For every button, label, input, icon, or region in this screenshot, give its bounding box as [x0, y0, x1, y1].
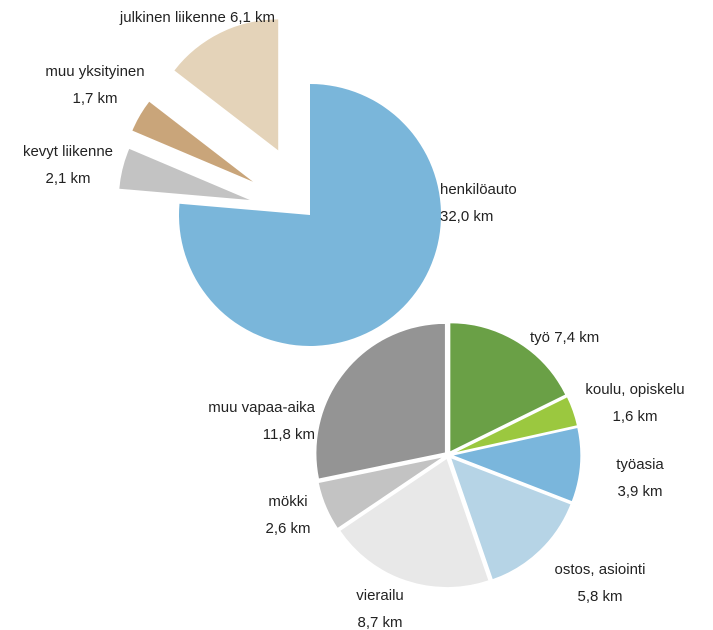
- category-label: vierailu: [356, 587, 404, 604]
- slice-label: julkinen liikenne 6,1 km: [119, 9, 275, 26]
- pie-slice: [119, 148, 250, 201]
- category-label: koulu, opiskelu: [585, 381, 684, 398]
- category-label: työ: [530, 329, 550, 346]
- pie-slice: [338, 456, 491, 589]
- value-label: 1,6 km: [612, 408, 657, 425]
- value-label: 32,0 km: [440, 208, 493, 225]
- category-label: työasia: [616, 456, 664, 473]
- pie-slice: [314, 322, 447, 481]
- value-label: 1,7 km: [72, 90, 117, 107]
- value-label: 2,6 km: [265, 520, 310, 537]
- value-label: 8,7 km: [357, 614, 402, 630]
- category-label: julkinen liikenne: [119, 9, 226, 26]
- category-label: kevyt liikenne: [23, 143, 113, 160]
- value-label: 3,9 km: [617, 483, 662, 500]
- pie-slice: [448, 321, 568, 454]
- value-label: 6,1 km: [230, 9, 275, 26]
- value-label: 5,8 km: [577, 588, 622, 605]
- category-label: mökki: [268, 493, 307, 510]
- slice-label: työ 7,4 km: [530, 329, 599, 346]
- category-label: henkilöauto: [440, 181, 517, 198]
- pie-slice: [317, 455, 446, 530]
- pie-slice: [132, 101, 254, 182]
- pie-slice: [450, 395, 579, 455]
- category-label: ostos, asiointi: [555, 561, 646, 578]
- value-label: 11,8 km: [263, 426, 315, 443]
- value-label: 7,4 km: [554, 329, 599, 346]
- category-label: muu yksityinen: [45, 63, 144, 80]
- value-label: 2,1 km: [45, 170, 90, 187]
- category-label: muu vapaa-aika: [208, 399, 315, 416]
- pie-slice: [448, 455, 573, 582]
- pie-slice: [174, 19, 279, 151]
- pie-slice: [179, 84, 441, 346]
- pie-slice: [448, 426, 582, 503]
